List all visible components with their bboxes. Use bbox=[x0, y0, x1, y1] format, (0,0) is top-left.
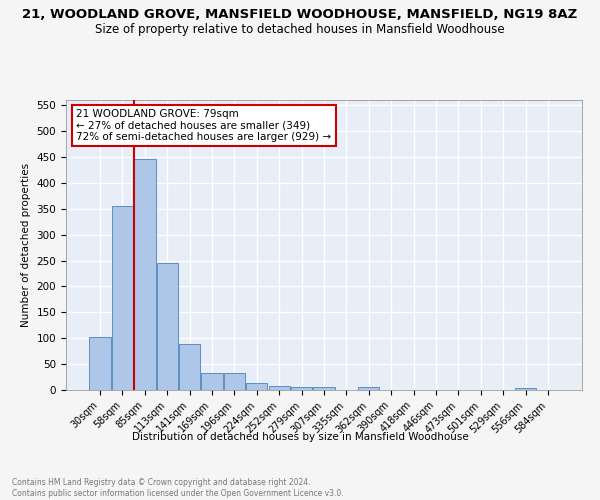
Bar bbox=[246, 383, 268, 390]
Bar bbox=[89, 336, 111, 390]
Bar bbox=[291, 387, 312, 390]
Text: Contains HM Land Registry data © Crown copyright and database right 2024.
Contai: Contains HM Land Registry data © Crown c… bbox=[12, 478, 344, 498]
Y-axis label: Number of detached properties: Number of detached properties bbox=[21, 163, 31, 327]
Bar bbox=[202, 373, 223, 390]
Text: 21 WOODLAND GROVE: 79sqm
← 27% of detached houses are smaller (349)
72% of semi-: 21 WOODLAND GROVE: 79sqm ← 27% of detach… bbox=[76, 108, 331, 142]
Text: 21, WOODLAND GROVE, MANSFIELD WOODHOUSE, MANSFIELD, NG19 8AZ: 21, WOODLAND GROVE, MANSFIELD WOODHOUSE,… bbox=[22, 8, 578, 20]
Bar bbox=[224, 373, 245, 390]
Bar bbox=[358, 388, 379, 390]
Bar bbox=[157, 262, 178, 390]
Bar bbox=[112, 206, 133, 390]
Bar bbox=[515, 388, 536, 390]
Text: Size of property relative to detached houses in Mansfield Woodhouse: Size of property relative to detached ho… bbox=[95, 22, 505, 36]
Bar bbox=[179, 344, 200, 390]
Bar bbox=[269, 386, 290, 390]
Text: Distribution of detached houses by size in Mansfield Woodhouse: Distribution of detached houses by size … bbox=[131, 432, 469, 442]
Bar bbox=[313, 388, 335, 390]
Bar bbox=[134, 158, 155, 390]
